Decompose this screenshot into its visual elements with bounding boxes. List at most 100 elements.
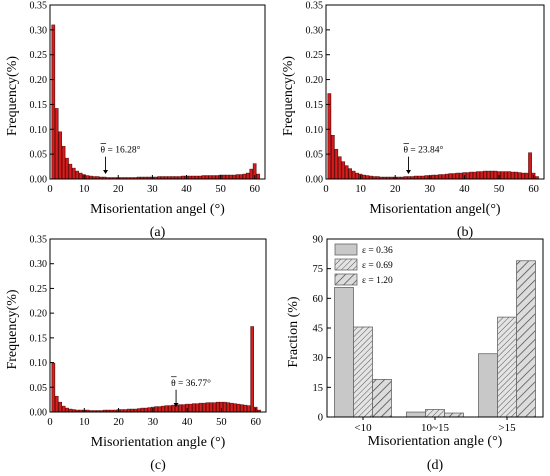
y-tick-label: 0.30 (30, 25, 48, 36)
bar (178, 404, 182, 413)
x-tick-label: 50 (216, 417, 227, 428)
x-axis-label: Misorientation angel(°) (369, 202, 501, 217)
bar (528, 152, 532, 180)
chart-b (325, 4, 545, 180)
bar (452, 173, 456, 180)
y-tick-label: 0.00 (306, 175, 324, 186)
bar (486, 170, 491, 180)
bar (235, 174, 240, 180)
x-tick-label: 60 (250, 184, 261, 195)
y-tick-label: 0.20 (30, 75, 48, 86)
annotation-label: θ = 36.77° (171, 378, 211, 389)
y-tick-label: 0.10 (30, 358, 48, 369)
plot-frame (49, 4, 266, 180)
bar (229, 402, 234, 413)
bar (65, 157, 69, 180)
bar (256, 173, 260, 180)
bar (406, 411, 426, 418)
x-tick-label: 20 (390, 184, 401, 195)
bar (181, 404, 186, 413)
bar (202, 402, 206, 413)
bar (239, 174, 243, 180)
y-axis-label: Fraction (%) (286, 296, 301, 367)
arrow-head (103, 170, 109, 175)
y-tick-label: 45 (313, 324, 324, 335)
bar (161, 405, 165, 413)
bar (54, 395, 59, 413)
bar (444, 412, 464, 418)
y-tick-label: 0.00 (30, 408, 48, 419)
bar (524, 172, 529, 180)
x-tick-label: 40 (182, 417, 193, 428)
arrow-head (405, 170, 411, 175)
bar (164, 405, 169, 413)
bar (240, 404, 244, 413)
y-tick-label: 0.25 (30, 50, 48, 61)
bar (445, 173, 449, 180)
y-tick-label: 75 (313, 264, 324, 275)
bar (211, 175, 216, 180)
x-tick-label: 60 (250, 417, 261, 428)
legend-label: ε = 0.36 (362, 246, 393, 256)
y-tick-label: 0.35 (30, 1, 48, 12)
y-tick-label: 0 (318, 413, 323, 424)
bar (228, 174, 233, 180)
y-tick-label: 0.05 (306, 150, 324, 161)
bar (510, 171, 515, 180)
y-axis-label: Frequency(%) (5, 56, 20, 136)
bar (500, 171, 505, 180)
x-tick-label: 30 (148, 417, 159, 428)
bar (353, 326, 373, 418)
bar (154, 406, 158, 413)
bar (424, 175, 429, 180)
bar (140, 407, 145, 413)
bar (478, 353, 498, 418)
y-tick-label: 0.20 (30, 309, 48, 320)
bar (493, 170, 498, 180)
bar (483, 170, 487, 180)
y-tick-label: 0.15 (30, 100, 48, 111)
bar (334, 148, 339, 180)
bar (504, 171, 508, 180)
bar (171, 404, 176, 413)
bar (517, 172, 522, 180)
x-tick-label: <10 (354, 422, 372, 434)
legend-label: ε = 1.20 (362, 276, 393, 286)
bar (222, 174, 226, 180)
x-tick-label: 0 (47, 417, 52, 428)
bar (459, 172, 463, 180)
annotation-label: θ = 23.84° (403, 145, 443, 156)
y-tick-label: 0.30 (30, 259, 48, 270)
bar (327, 93, 332, 180)
plot-frame (49, 238, 267, 413)
x-tick-label: 60 (528, 184, 539, 195)
bar (225, 174, 230, 180)
x-tick-label: 50 (215, 184, 226, 195)
y-tick-label: 0.05 (30, 383, 48, 394)
bar (51, 24, 56, 180)
bar (222, 401, 227, 413)
y-tick-label: 60 (313, 294, 324, 305)
bar (188, 403, 193, 413)
y-tick-label: 0.35 (306, 1, 324, 12)
bar (362, 174, 366, 180)
bar (71, 167, 76, 180)
bar (330, 135, 335, 180)
chart-a (49, 4, 266, 180)
bar (54, 108, 59, 180)
bar (58, 131, 62, 180)
bar (250, 326, 254, 413)
chart-d (326, 238, 544, 420)
bar (205, 402, 210, 413)
x-tick-label: 10~15 (421, 422, 449, 434)
x-tick-label: 30 (425, 184, 436, 195)
legend-swatch (334, 258, 358, 271)
bar (205, 175, 209, 180)
bar (337, 156, 342, 180)
bar (236, 403, 241, 413)
bar (144, 407, 148, 413)
y-tick-label: 0.30 (306, 25, 324, 36)
bar (448, 173, 453, 180)
bar (233, 403, 237, 413)
